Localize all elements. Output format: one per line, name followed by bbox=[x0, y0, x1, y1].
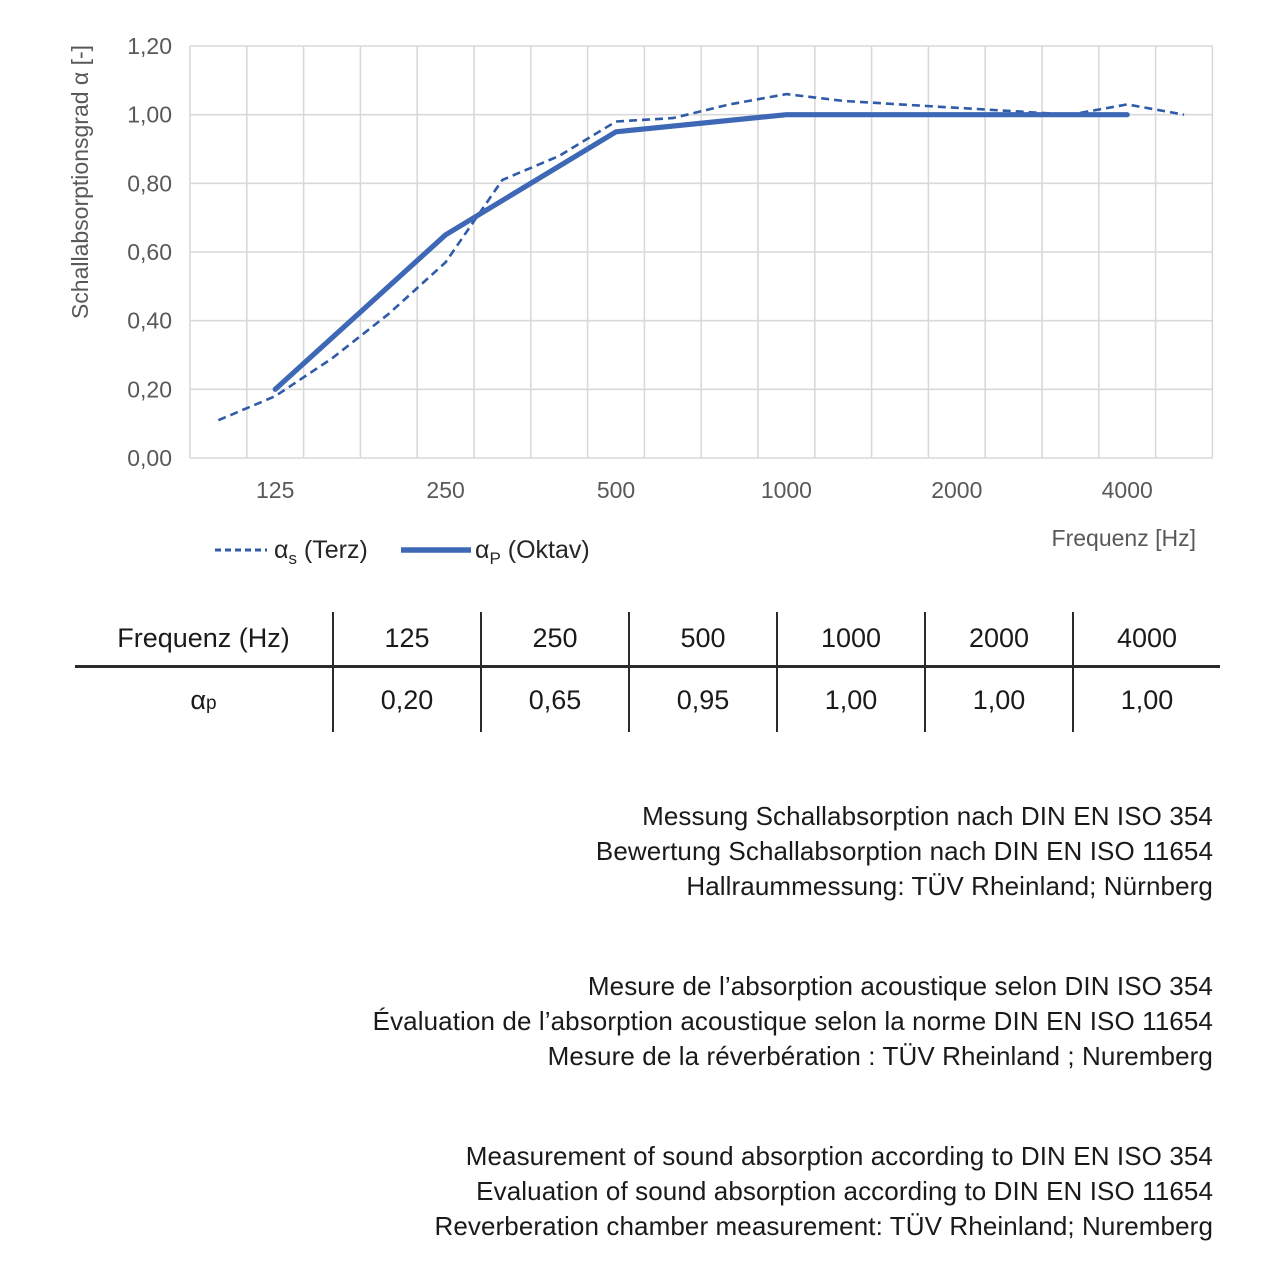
table-value-125: 0,20 bbox=[332, 668, 480, 732]
table-header-125: 125 bbox=[332, 612, 480, 668]
note-german-line-3: Hallraummessung: TÜV Rheinland; Nürnberg bbox=[686, 871, 1213, 901]
y-tick-label: 0,20 bbox=[127, 376, 172, 402]
y-tick-label: 0,40 bbox=[127, 308, 172, 334]
note-french-line-2: Évaluation de l’absorption acoustique se… bbox=[372, 1006, 1213, 1036]
note-english: Measurement of sound absorption accordin… bbox=[113, 1139, 1213, 1244]
y-tick-label: 0,60 bbox=[127, 239, 172, 265]
table-header-4000: 4000 bbox=[1072, 612, 1220, 668]
series-terz bbox=[217, 92, 1185, 422]
note-french-line-1: Mesure de l’absorption acoustique selon … bbox=[587, 971, 1213, 1001]
note-english-line-1: Measurement of sound absorption accordin… bbox=[465, 1141, 1213, 1171]
legend-label-oktav: αP (Oktav) bbox=[475, 536, 590, 568]
table-header-250: 250 bbox=[480, 612, 628, 668]
absorption-chart: 0,00 0,20 0,40 0,60 0,80 1,00 1,20 125 250 500 100… bbox=[0, 0, 1280, 585]
legend-label-terz: αs (Terz) bbox=[274, 536, 368, 568]
y-tick-label: 0,80 bbox=[127, 170, 172, 196]
absorption-table: Frequenz (Hz) 125 250 500 1000 2000 4000… bbox=[75, 612, 1220, 732]
x-tick-label: 2000 bbox=[931, 477, 982, 503]
table-value-250: 0,65 bbox=[480, 668, 628, 732]
alpha-symbol: α bbox=[190, 684, 207, 715]
x-tick-label: 125 bbox=[256, 477, 294, 503]
note-french-line-3: Mesure de la réverbération : TÜV Rheinla… bbox=[547, 1041, 1213, 1071]
y-axis-title: Schallabsorptionsgrad α [-] bbox=[67, 45, 93, 319]
note-german-line-2: Bewertung Schallabsorption nach DIN EN I… bbox=[595, 836, 1213, 866]
note-english-line-2: Evaluation of sound absorption according… bbox=[476, 1176, 1213, 1206]
x-tick-label: 4000 bbox=[1102, 477, 1153, 503]
y-tick-label: 1,20 bbox=[127, 33, 172, 59]
table-value-1000: 1,00 bbox=[776, 668, 924, 732]
table-header-1000: 1000 bbox=[776, 612, 924, 668]
x-tick-label: 500 bbox=[597, 477, 635, 503]
table-value-2000: 1,00 bbox=[924, 668, 1072, 732]
table-value-4000: 1,00 bbox=[1072, 668, 1220, 732]
note-german-line-1: Messung Schallabsorption nach DIN EN ISO… bbox=[642, 801, 1213, 831]
x-axis-title: Frequenz [Hz] bbox=[1052, 525, 1196, 551]
y-tick-label: 0,00 bbox=[127, 445, 172, 471]
series-oktav bbox=[272, 112, 1130, 392]
note-english-line-3: Reverberation chamber measurement: TÜV R… bbox=[434, 1211, 1213, 1241]
y-tick-label: 1,00 bbox=[127, 102, 172, 128]
table-value-500: 0,95 bbox=[628, 668, 776, 732]
x-tick-label: 1000 bbox=[761, 477, 812, 503]
absorption-chart-svg: 0,00 0,20 0,40 0,60 0,80 1,00 1,20 125 250 500 100… bbox=[67, 33, 1214, 568]
note-french: Mesure de l’absorption acoustique selon … bbox=[113, 969, 1213, 1074]
table-header-2000: 2000 bbox=[924, 612, 1072, 668]
table-header-500: 500 bbox=[628, 612, 776, 668]
table-header-frequency: Frequenz (Hz) bbox=[75, 612, 332, 668]
x-tick-label: 250 bbox=[426, 477, 464, 503]
note-german: Messung Schallabsorption nach DIN EN ISO… bbox=[113, 799, 1213, 904]
